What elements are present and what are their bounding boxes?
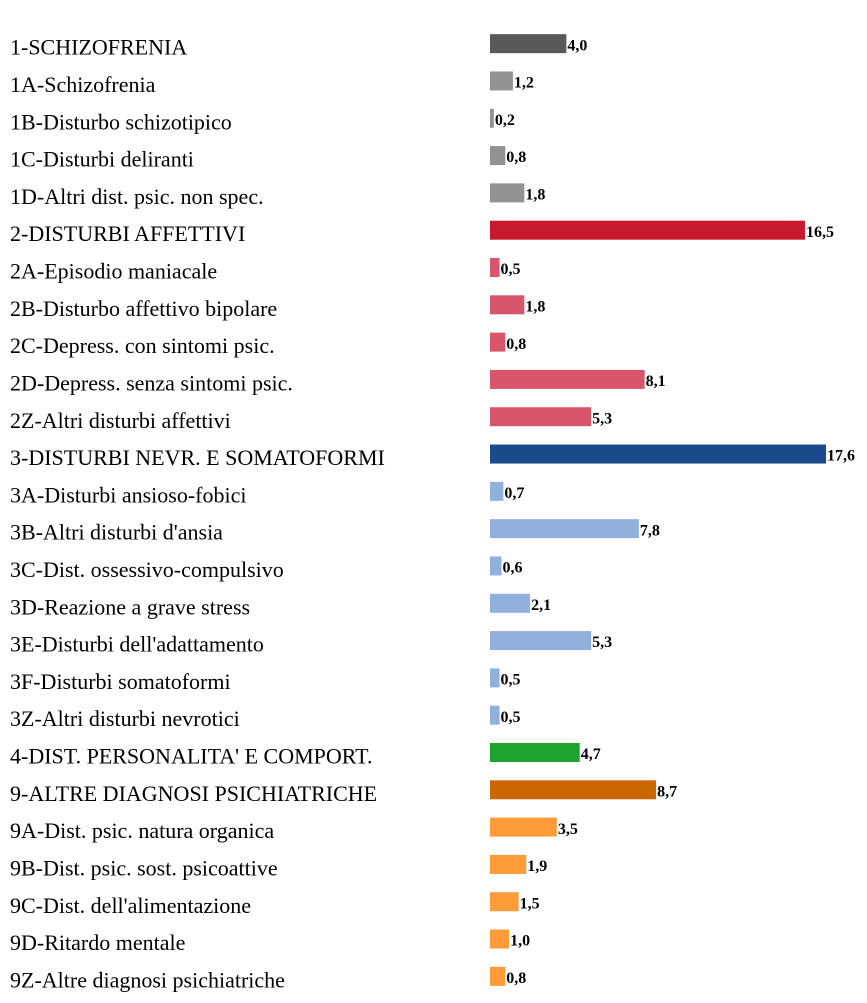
value-label: 0,8 xyxy=(506,149,526,166)
value-label: 5,3 xyxy=(592,410,612,427)
value-label: 17,6 xyxy=(827,448,855,465)
value-label: 0,5 xyxy=(501,261,521,278)
bar xyxy=(490,593,531,613)
value-label: 2,1 xyxy=(531,597,551,614)
category-label: 2-DISTURBI AFFETTIVI xyxy=(10,221,245,246)
bar xyxy=(490,631,592,651)
category-label: 4-DIST. PERSONALITA' E COMPORT. xyxy=(10,744,372,769)
value-label: 4,0 xyxy=(567,37,587,54)
bar xyxy=(490,966,506,986)
value-label: 8,7 xyxy=(657,783,677,800)
category-label: 1B-Disturbo schizotipico xyxy=(10,109,232,134)
bar xyxy=(490,929,510,949)
category-label: 9A-Dist. psic. natura organica xyxy=(10,818,274,843)
category-label: 2A-Episodio maniacale xyxy=(10,259,217,284)
category-label: 2Z-Altri disturbi affettivi xyxy=(10,408,231,433)
value-label: 0,5 xyxy=(501,672,521,689)
category-label: 2B-Disturbo affettivo bipolare xyxy=(10,296,277,321)
value-label: 8,1 xyxy=(646,373,666,390)
category-label: 9Z-Altre diagnosi psichiatriche xyxy=(10,967,285,992)
value-label: 1,9 xyxy=(527,858,547,875)
bar xyxy=(490,780,657,800)
value-label: 0,8 xyxy=(506,336,526,353)
category-label: 2C-Depress. con sintomi psic. xyxy=(10,333,275,358)
bar xyxy=(490,332,506,352)
category-label: 1C-Disturbi deliranti xyxy=(10,147,194,172)
category-label: 3D-Reazione a grave stress xyxy=(10,594,250,619)
bar xyxy=(490,369,645,389)
category-label: 3A-Disturbi ansioso-fobici xyxy=(10,482,246,507)
value-label: 16,5 xyxy=(806,224,834,241)
value-label: 0,2 xyxy=(495,112,515,129)
category-label: 9B-Dist. psic. sost. psicoattive xyxy=(10,855,278,880)
category-label: 3F-Disturbi somatoformi xyxy=(10,669,231,694)
category-label: 2D-Depress. senza sintomi psic. xyxy=(10,370,293,395)
category-label: 9-ALTRE DIAGNOSI PSICHIATRICHE xyxy=(10,781,377,806)
bar xyxy=(490,108,494,128)
bar xyxy=(490,705,500,725)
value-label: 1,2 xyxy=(514,75,534,92)
value-label: 1,0 xyxy=(510,933,530,950)
category-label: 9D-Ritardo mentale xyxy=(10,930,185,955)
value-label: 1,8 xyxy=(525,298,545,315)
category-label: 3Z-Altri disturbi nevrotici xyxy=(10,706,240,731)
bar xyxy=(490,444,826,464)
value-label: 1,8 xyxy=(525,187,545,204)
category-label: 3B-Altri disturbi d'ansia xyxy=(10,520,223,545)
value-label: 0,7 xyxy=(504,485,524,502)
category-label: 3C-Dist. ossessivo-compulsivo xyxy=(10,557,284,582)
bar xyxy=(490,146,506,166)
value-label: 7,8 xyxy=(640,522,660,539)
value-label: 3,5 xyxy=(558,821,578,838)
category-label: 9C-Dist. dell'alimentazione xyxy=(10,893,251,918)
value-label: 1,5 xyxy=(520,895,540,912)
bar xyxy=(490,407,592,427)
bar xyxy=(490,258,500,277)
bar xyxy=(490,817,557,837)
value-label: 4,7 xyxy=(581,746,601,763)
value-label: 0,8 xyxy=(506,970,526,987)
bar xyxy=(490,519,639,539)
bar xyxy=(490,34,567,54)
bar xyxy=(490,481,504,501)
value-label: 0,6 xyxy=(502,560,522,577)
category-label: 3E-Disturbi dell'adattamento xyxy=(10,632,264,657)
bar xyxy=(490,556,502,576)
bar xyxy=(490,183,525,203)
bar xyxy=(490,295,525,315)
bar xyxy=(490,220,805,240)
category-label: 1-SCHIZOFRENIA xyxy=(10,35,187,60)
bar xyxy=(490,892,519,912)
category-label: 1D-Altri dist. psic. non spec. xyxy=(10,184,264,209)
bar xyxy=(490,668,500,688)
value-label: 0,5 xyxy=(501,709,521,726)
value-label: 5,3 xyxy=(592,634,612,651)
bar xyxy=(490,71,513,91)
category-label: 1A-Schizofrenia xyxy=(10,72,156,97)
category-label: 3-DISTURBI NEVR. E SOMATOFORMI xyxy=(10,445,385,470)
bar xyxy=(490,743,580,762)
bar xyxy=(490,854,527,874)
